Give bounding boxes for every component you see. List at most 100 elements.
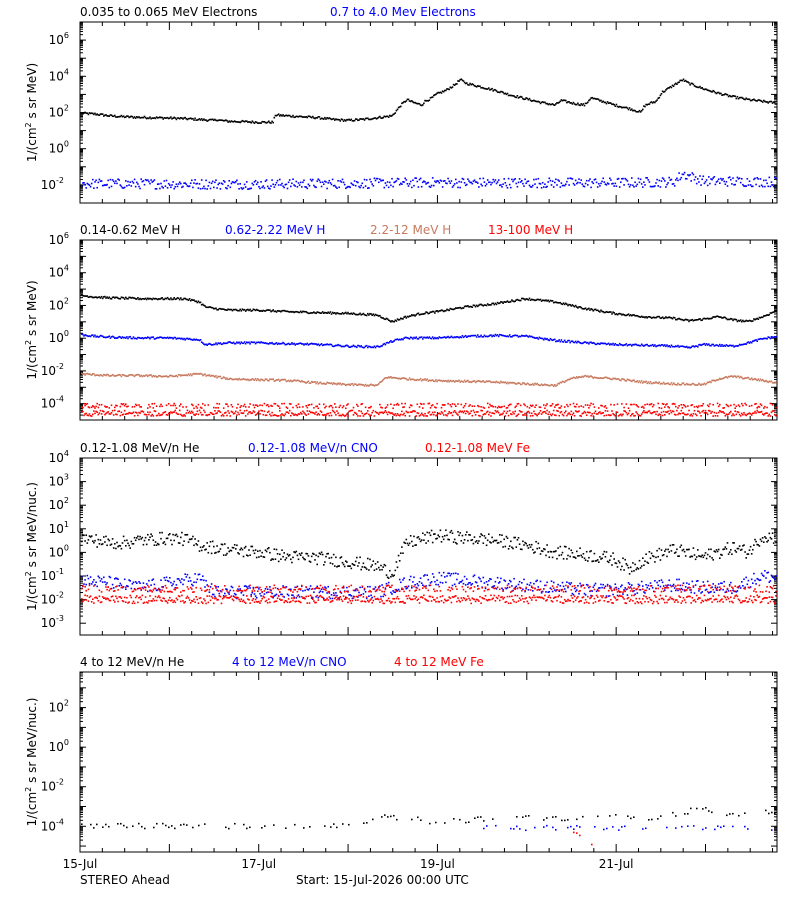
data-point — [392, 408, 394, 410]
data-point — [129, 336, 131, 338]
data-point — [452, 86, 454, 88]
data-point — [503, 411, 505, 413]
data-point — [382, 180, 384, 182]
data-point — [585, 307, 587, 309]
data-point — [343, 182, 345, 184]
data-point — [532, 185, 534, 187]
data-point — [114, 407, 116, 409]
data-point — [112, 410, 114, 412]
data-point — [353, 414, 355, 416]
data-point — [463, 179, 465, 181]
data-point — [574, 184, 576, 186]
data-point — [148, 404, 150, 406]
data-point — [751, 342, 753, 344]
data-point — [346, 413, 348, 415]
data-point — [269, 188, 271, 190]
data-point — [415, 336, 417, 338]
data-point — [132, 181, 134, 183]
data-point — [82, 411, 84, 413]
data-point — [91, 407, 93, 409]
data-point — [734, 407, 736, 409]
data-point — [441, 180, 443, 182]
data-point — [173, 403, 175, 405]
data-point — [607, 410, 609, 412]
data-point — [747, 178, 749, 180]
data-point — [244, 410, 246, 412]
data-point — [690, 180, 692, 182]
data-point — [569, 404, 571, 406]
data-point — [479, 178, 481, 180]
data-point — [341, 181, 343, 183]
data-point — [458, 380, 460, 382]
data-point — [560, 407, 562, 409]
data-point — [134, 406, 136, 408]
data-point — [756, 410, 758, 412]
data-point — [365, 185, 367, 187]
data-point — [463, 307, 465, 309]
data-point — [503, 178, 505, 180]
data-point — [411, 187, 413, 189]
data-point — [147, 407, 149, 409]
data-point — [546, 403, 548, 405]
data-point — [477, 411, 479, 413]
data-point — [330, 182, 332, 184]
panel-3-ytick-label: 10-3 — [41, 614, 64, 630]
data-point — [583, 412, 585, 414]
data-point — [92, 179, 94, 181]
data-point — [557, 404, 559, 406]
data-point — [481, 410, 483, 412]
data-point — [431, 414, 433, 416]
data-point — [618, 345, 620, 347]
data-point — [148, 181, 150, 183]
panel-2-series-3-points — [81, 373, 777, 388]
data-point — [630, 184, 632, 186]
data-point — [521, 180, 523, 182]
data-point — [223, 407, 225, 409]
data-point — [278, 415, 280, 417]
data-point — [720, 93, 722, 95]
data-point — [422, 104, 424, 106]
data-point — [701, 405, 703, 407]
data-point — [255, 180, 257, 182]
data-point — [332, 179, 334, 181]
data-point — [674, 185, 676, 187]
data-point — [195, 406, 197, 408]
data-point — [187, 410, 189, 412]
data-point — [759, 380, 761, 382]
data-point — [202, 403, 204, 405]
data-point — [356, 347, 358, 349]
data-point — [675, 179, 677, 181]
data-point — [463, 412, 465, 414]
data-point — [564, 382, 566, 384]
data-point — [135, 540, 137, 542]
data-point — [401, 411, 403, 413]
data-point — [547, 414, 549, 416]
data-point — [580, 415, 582, 417]
data-point — [319, 180, 321, 182]
data-point — [126, 540, 128, 542]
data-point — [434, 411, 436, 413]
data-point — [489, 412, 491, 414]
data-point — [644, 404, 646, 406]
data-point — [292, 115, 294, 117]
data-point — [173, 411, 175, 413]
data-point — [725, 183, 727, 185]
data-point — [156, 188, 158, 190]
data-point — [703, 176, 705, 178]
data-point — [109, 187, 111, 189]
data-point — [129, 547, 131, 549]
data-point — [171, 184, 173, 186]
data-point — [331, 184, 333, 186]
data-point — [762, 186, 764, 188]
data-point — [615, 415, 617, 417]
data-point — [505, 415, 507, 417]
data-point — [133, 543, 135, 545]
data-point — [384, 412, 386, 414]
data-point — [540, 410, 542, 412]
data-point — [271, 412, 273, 414]
data-point — [175, 410, 177, 412]
data-point — [123, 536, 125, 538]
data-point — [649, 410, 651, 412]
data-point — [124, 298, 126, 300]
data-point — [259, 188, 261, 190]
